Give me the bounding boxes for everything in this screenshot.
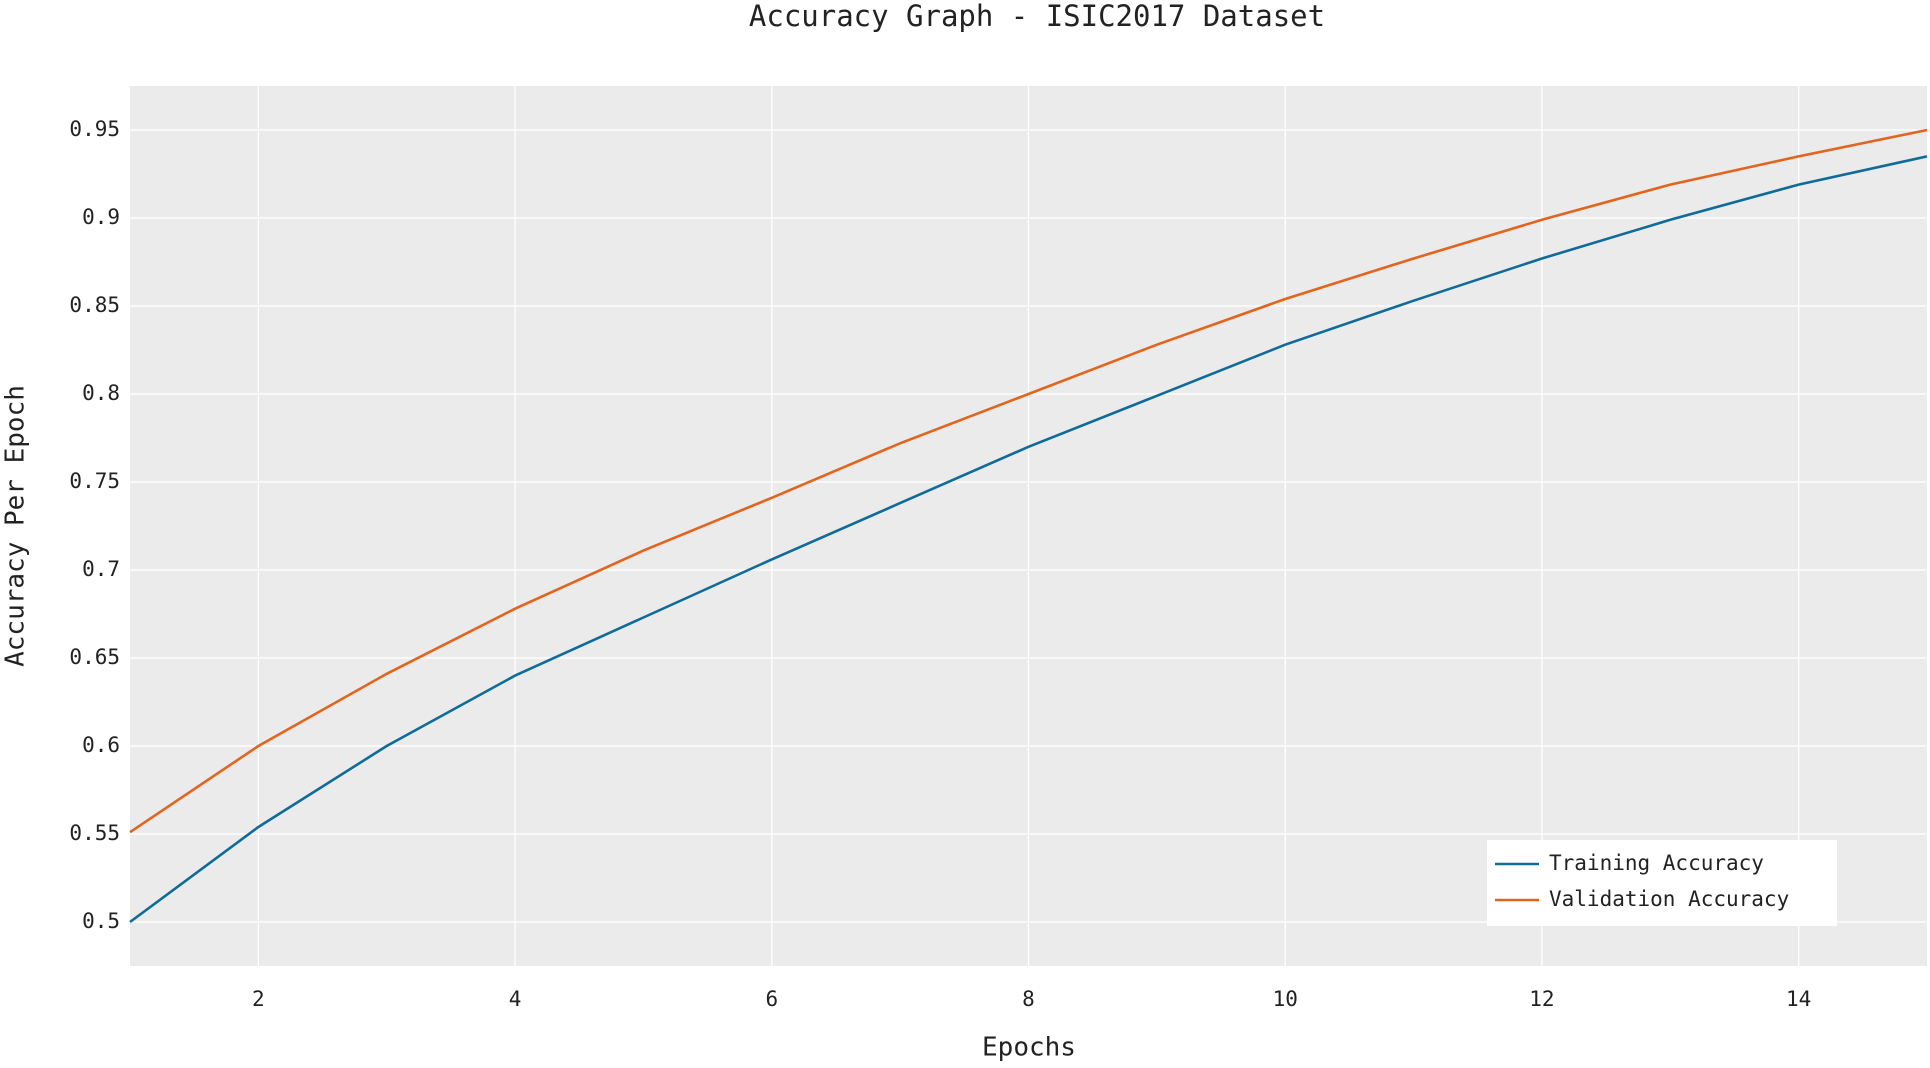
x-tick-label: 6 xyxy=(765,987,778,1011)
legend-label: Training Accuracy xyxy=(1549,851,1764,875)
y-tick-label: 0.5 xyxy=(82,909,120,933)
legend-label: Validation Accuracy xyxy=(1549,887,1789,911)
x-tick-label: 2 xyxy=(252,987,265,1011)
x-tick-label: 10 xyxy=(1273,987,1298,1011)
legend-box xyxy=(1487,840,1837,926)
y-tick-label: 0.7 xyxy=(82,557,120,581)
y-tick-label: 0.65 xyxy=(69,645,120,669)
chart-title: Accuracy Graph - ISIC2017 Dataset xyxy=(749,0,1325,33)
x-tick-label: 12 xyxy=(1529,987,1554,1011)
x-tick-label: 4 xyxy=(509,987,522,1011)
y-tick-label: 0.95 xyxy=(69,117,120,141)
legend: Training Accuracy Validation Accuracy xyxy=(1487,840,1837,926)
line xyxy=(129,128,1928,834)
y-axis-label: Accuracy Per Epoch xyxy=(1,385,31,667)
x-axis-label: Epochs xyxy=(982,1033,1076,1063)
y-tick-label: 0.8 xyxy=(82,381,120,405)
y-tick-label: 0.75 xyxy=(69,469,120,493)
y-tick-label: 0.55 xyxy=(69,821,120,845)
y-tick-label: 0.9 xyxy=(82,205,120,229)
x-tick-label: 8 xyxy=(1022,987,1035,1011)
x-tick-label: 14 xyxy=(1786,987,1811,1011)
line xyxy=(129,155,1928,924)
y-tick-label: 0.6 xyxy=(82,733,120,757)
y-tick-label: 0.85 xyxy=(69,293,120,317)
